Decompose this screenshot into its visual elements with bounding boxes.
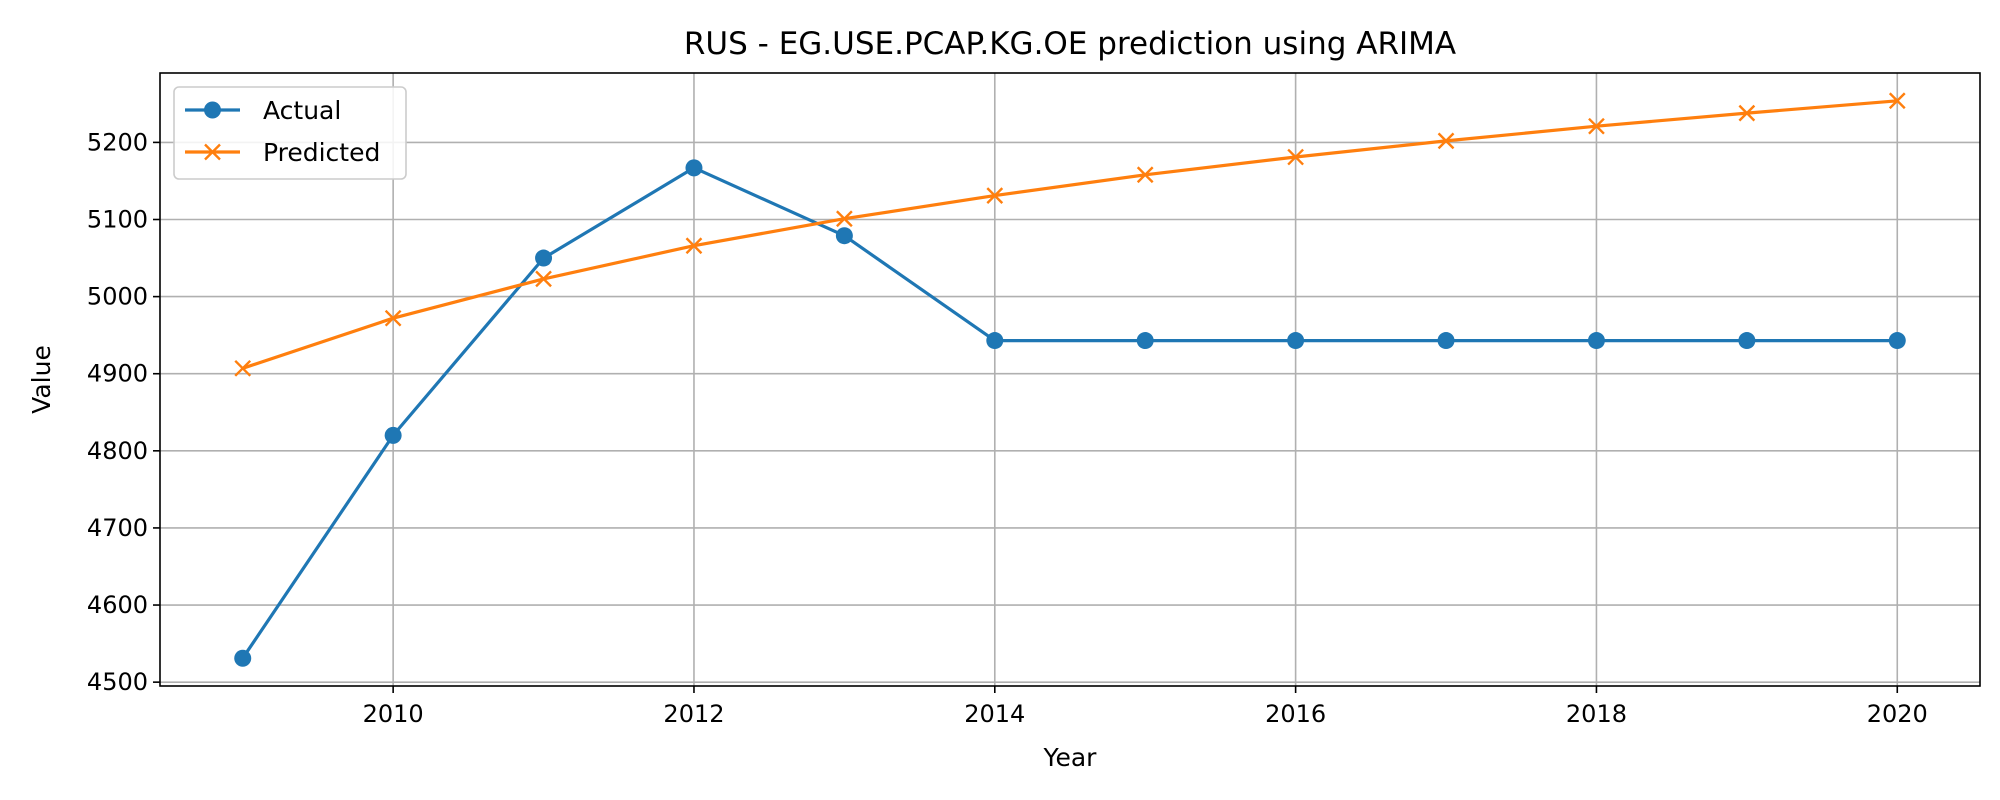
predicted-point [1287, 148, 1304, 166]
legend-label: Actual [263, 96, 341, 125]
actual-point [384, 426, 402, 444]
series-line-actual [241, 166, 1898, 660]
predicted-point [836, 210, 853, 228]
y-tick-label: 4500 [87, 668, 148, 696]
y-tick-label: 5200 [87, 128, 148, 156]
predicted-point [1888, 92, 1906, 110]
actual-point [1888, 332, 1906, 350]
predicted-point [384, 309, 402, 327]
actual-point [535, 249, 553, 267]
predicted-point [1136, 166, 1154, 184]
legend-marker-circle [204, 101, 221, 119]
x-axis-label: Year [1043, 743, 1098, 772]
y-tick-label: 4700 [87, 514, 148, 542]
x-axis-ticks: 2010 2012 2014 2016 2018 2020 [363, 686, 1928, 728]
predicted-point [1588, 117, 1605, 135]
series-line-predicted [242, 99, 1898, 370]
x-tick-label: 2020 [1867, 700, 1928, 728]
predicted-point [1738, 104, 1756, 122]
actual-point [1437, 332, 1455, 350]
predicted-point [685, 237, 703, 255]
y-tick-label: 5000 [87, 283, 148, 311]
y-tick-label: 4900 [87, 360, 148, 388]
x-tick-label: 2018 [1566, 700, 1627, 728]
x-tick-label: 2010 [363, 700, 424, 728]
chart-title: RUS - EG.USE.PCAP.KG.OE prediction using… [684, 26, 1456, 62]
actual-point [1287, 332, 1305, 350]
y-axis-label: Value [27, 345, 56, 414]
legend-marker-x [204, 143, 221, 161]
y-tick-label: 5100 [87, 206, 148, 234]
actual-point [1136, 332, 1154, 350]
plot-frame [159, 72, 1981, 687]
predicted-point [1437, 132, 1455, 150]
y-tick-label: 4800 [87, 437, 148, 465]
x-tick-label: 2016 [1265, 700, 1326, 728]
actual-point [835, 227, 853, 245]
y-axis-ticks: 4500 4600 4700 4800 4900 5000 5100 5200 [87, 128, 160, 696]
actual-point [685, 159, 703, 177]
actual-point [1587, 332, 1605, 350]
actual-point [234, 649, 252, 667]
grid [160, 73, 1980, 686]
legend-label: Predicted [263, 138, 380, 167]
predicted-point [234, 359, 252, 377]
series-layer [234, 92, 1906, 667]
legend: Actual Predicted [173, 86, 407, 180]
predicted-point [535, 270, 552, 288]
actual-point [986, 332, 1004, 350]
y-tick-label: 4600 [87, 591, 148, 619]
predicted-point [986, 187, 1004, 204]
x-tick-label: 2012 [663, 700, 724, 728]
actual-point [1738, 332, 1756, 350]
x-tick-label: 2014 [964, 700, 1025, 728]
